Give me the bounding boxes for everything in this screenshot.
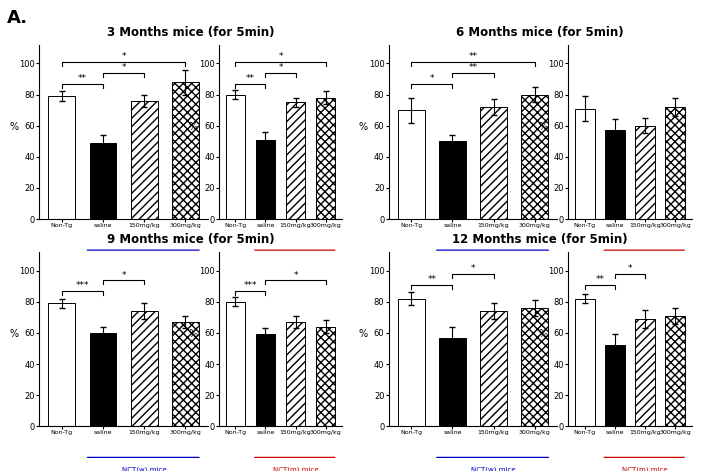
- Text: *: *: [121, 52, 126, 61]
- Bar: [481, 107, 507, 219]
- Bar: [90, 143, 116, 219]
- Y-axis label: %: %: [359, 122, 368, 132]
- Bar: [605, 130, 625, 219]
- Y-axis label: %: %: [189, 122, 198, 132]
- Text: *: *: [121, 63, 126, 72]
- Text: NCT(w) mice: NCT(w) mice: [122, 467, 167, 471]
- Text: ***: ***: [244, 281, 257, 291]
- Bar: [286, 322, 305, 426]
- Text: NCT(m) mice: NCT(m) mice: [622, 467, 668, 471]
- Text: NCT(m) mice: NCT(m) mice: [273, 467, 319, 471]
- Bar: [521, 95, 548, 219]
- Text: *: *: [627, 264, 632, 273]
- Bar: [635, 319, 655, 426]
- Bar: [665, 107, 684, 219]
- Bar: [521, 308, 548, 426]
- Bar: [48, 303, 76, 426]
- Bar: [398, 299, 425, 426]
- Text: *: *: [278, 63, 283, 72]
- Bar: [131, 311, 158, 426]
- Y-axis label: %: %: [538, 329, 548, 339]
- Text: 3 Months mice (for 5min): 3 Months mice (for 5min): [107, 26, 275, 39]
- Text: *: *: [278, 52, 283, 61]
- Bar: [575, 299, 595, 426]
- Text: NCT(w) mice: NCT(w) mice: [471, 260, 516, 266]
- Bar: [398, 110, 425, 219]
- Text: A.: A.: [7, 9, 29, 27]
- Text: NCT(w) mice: NCT(w) mice: [122, 260, 167, 266]
- Bar: [225, 302, 245, 426]
- Y-axis label: %: %: [189, 329, 198, 339]
- Text: **: **: [468, 52, 478, 61]
- Text: **: **: [246, 74, 255, 83]
- Text: *: *: [471, 264, 476, 273]
- Bar: [605, 345, 625, 426]
- Text: **: **: [427, 275, 436, 284]
- Bar: [575, 108, 595, 219]
- Y-axis label: %: %: [359, 329, 368, 339]
- Bar: [439, 141, 466, 219]
- Y-axis label: %: %: [9, 329, 19, 339]
- Text: *: *: [293, 270, 298, 279]
- Bar: [90, 333, 116, 426]
- Bar: [172, 82, 199, 219]
- Bar: [481, 311, 507, 426]
- Bar: [439, 338, 466, 426]
- Bar: [665, 316, 684, 426]
- Text: ***: ***: [76, 281, 89, 291]
- Text: 9 Months mice (for 5min): 9 Months mice (for 5min): [107, 233, 275, 246]
- Y-axis label: %: %: [538, 122, 548, 132]
- Text: *: *: [430, 74, 434, 83]
- Text: NCT(w) mice: NCT(w) mice: [471, 467, 516, 471]
- Bar: [256, 140, 275, 219]
- Bar: [225, 95, 245, 219]
- Bar: [316, 97, 335, 219]
- Bar: [172, 322, 199, 426]
- Text: NCT(m) mice: NCT(m) mice: [273, 260, 319, 266]
- Text: 12 Months mice (for 5min): 12 Months mice (for 5min): [452, 233, 628, 246]
- Text: 6 Months mice (for 5min): 6 Months mice (for 5min): [456, 26, 624, 39]
- Text: **: **: [78, 74, 87, 83]
- Bar: [256, 334, 275, 426]
- Bar: [48, 96, 76, 219]
- Bar: [131, 101, 158, 219]
- Bar: [635, 126, 655, 219]
- Text: **: **: [468, 63, 478, 72]
- Bar: [316, 327, 335, 426]
- Bar: [286, 102, 305, 219]
- Y-axis label: %: %: [9, 122, 19, 132]
- Text: NCT(m) mice: NCT(m) mice: [622, 260, 668, 266]
- Text: *: *: [121, 270, 126, 279]
- Text: **: **: [595, 275, 605, 284]
